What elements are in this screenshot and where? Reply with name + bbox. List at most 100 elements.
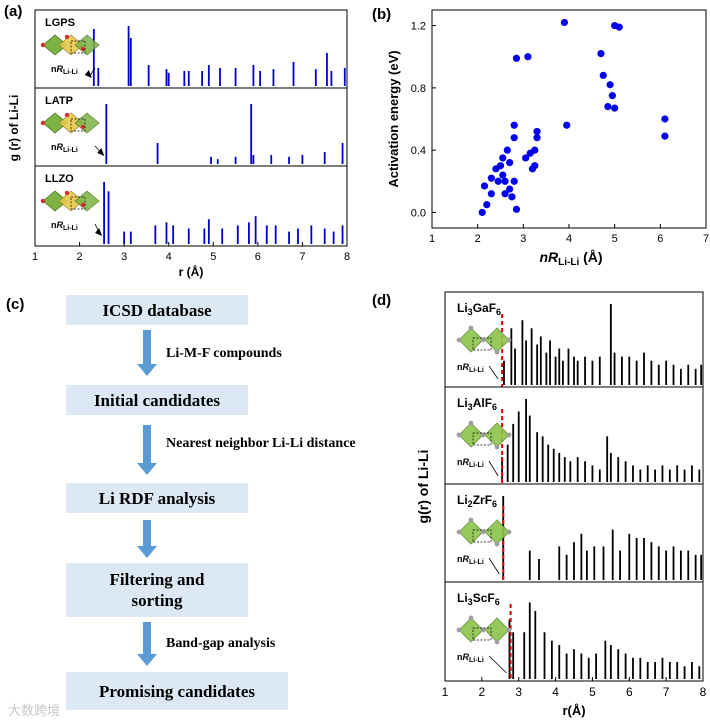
scatter-point — [599, 71, 607, 79]
rdf-peak-latp — [323, 152, 326, 164]
rdf-peak-li3scf6 — [550, 640, 553, 679]
distance-annotation: nRLi-Li — [51, 64, 78, 76]
rdf-peak-li3scf6 — [624, 653, 627, 679]
flow-step-icsd: ICSD database — [66, 295, 248, 325]
rdf-peak-li3gaf6 — [530, 328, 533, 385]
rdf-peak-llzo — [207, 219, 210, 244]
rdf-peak-li3alf6 — [632, 465, 634, 482]
rdf-peak-li3scf6 — [528, 602, 531, 679]
rdf-peak-li2zrf6 — [643, 538, 645, 580]
rdf-peak-lgps — [201, 71, 204, 86]
rdf-peak-li3gaf6 — [521, 320, 524, 385]
x-tick-label: 6 — [255, 251, 261, 263]
rdf-peak-llzo — [221, 228, 224, 244]
crystal-structure-illustration — [456, 325, 512, 355]
x-tick-label: 2 — [475, 233, 481, 245]
scatter-point — [608, 92, 616, 100]
x-tick-label: 3 — [515, 685, 522, 699]
rdf-peak-lgps — [234, 68, 237, 86]
crystal-structure-illustration — [456, 615, 512, 645]
rdf-peak-li3gaf6 — [650, 360, 653, 385]
rdf-peak-li3alf6 — [528, 415, 531, 482]
rdf-peak-li3scf6 — [508, 619, 511, 679]
x-tick-label: 8 — [700, 685, 707, 699]
y-tick-label: 1.2 — [411, 21, 426, 33]
scatter-point — [524, 53, 532, 61]
rdf-peak-llzo — [107, 191, 110, 244]
rdf-peak-li3alf6 — [617, 457, 620, 482]
rdf-peak-li2zrf6 — [528, 550, 531, 580]
x-tick-label: 7 — [703, 233, 709, 245]
rdf-peak-li3gaf6 — [591, 360, 594, 385]
rdf-peak-li2zrf6 — [611, 529, 614, 580]
y-axis-label: g(r) of Li-Li — [415, 450, 431, 524]
rdf-peak-li2zrf6 — [657, 546, 660, 580]
rdf-peak-latp — [288, 156, 290, 164]
crystal-structure-illustration — [456, 420, 512, 450]
x-tick-label: 5 — [210, 251, 216, 263]
rdf-peak-li2zrf6 — [580, 533, 583, 580]
rdf-peak-li3scf6 — [683, 666, 686, 679]
scatter-point — [510, 134, 518, 142]
rdf-peak-li3alf6 — [676, 465, 679, 482]
rdf-peak-li2zrf6 — [635, 538, 638, 580]
x-tick-label: 5 — [589, 685, 596, 699]
rdf-peak-li3alf6 — [646, 465, 649, 482]
rdf-peak-lgps — [147, 65, 150, 86]
rdf-peak-li3scf6 — [580, 653, 583, 679]
scatter-point — [615, 23, 623, 31]
x-tick-label: 1 — [32, 251, 38, 263]
rdf-peak-lgps — [92, 29, 95, 86]
rdf-peak-li2zrf6 — [565, 554, 568, 580]
rdf-peak-li3alf6 — [598, 469, 601, 482]
scatter-point — [499, 171, 507, 179]
rdf-peak-lgps — [314, 69, 317, 86]
rdf-peak-li3gaf6 — [525, 340, 527, 385]
rdf-peak-latp — [216, 159, 219, 164]
rdf-peak-llzo — [187, 228, 190, 244]
rdf-peak-llzo — [310, 225, 313, 244]
rdf-peak-li3gaf6 — [621, 356, 623, 385]
x-tick-label: 7 — [299, 251, 305, 263]
rdf-peak-li3alf6 — [547, 444, 550, 482]
scatter-point — [522, 154, 530, 162]
subplot-name-li3gaf6: Li3GaF6 — [457, 301, 501, 317]
x-tick-label: 2 — [479, 685, 486, 699]
rdf-peak-li2zrf6 — [700, 554, 703, 580]
flow-note-1: Li-M-F compounds — [166, 346, 282, 361]
x-tick-label: 3 — [520, 233, 526, 245]
rdf-peak-li3gaf6 — [545, 352, 548, 385]
rdf-peak-li3gaf6 — [584, 356, 586, 385]
rdf-peak-li3scf6 — [654, 662, 656, 679]
rdf-peak-li2zrf6 — [665, 550, 668, 580]
panel-label-a: (a) — [4, 3, 23, 20]
rdf-peak-li2zrf6 — [628, 533, 631, 580]
rdf-peak-li3gaf6 — [665, 360, 668, 385]
rdf-peak-li3alf6 — [569, 461, 572, 482]
rdf-peak-lgps — [292, 62, 295, 86]
distance-annotation: nRLi-Li — [457, 554, 484, 566]
rdf-peak-li3gaf6 — [576, 360, 579, 385]
x-tick-label: 4 — [566, 233, 572, 245]
rdf-peak-li3scf6 — [573, 649, 575, 679]
flow-note-4: Band-gap analysis — [166, 636, 276, 651]
rdf-peak-li3alf6 — [552, 448, 555, 482]
subplot-name-latp: LATP — [45, 95, 73, 107]
scatter-point — [483, 201, 491, 209]
rdf-peak-li3gaf6 — [679, 368, 682, 385]
rdf-peak-li3gaf6 — [554, 356, 557, 385]
x-tick-label: 7 — [663, 685, 670, 699]
rdf-peak-li3scf6 — [639, 657, 642, 679]
rdf-peak-li3scf6 — [587, 657, 590, 679]
rdf-peak-li3alf6 — [584, 461, 586, 482]
y-tick-label: 0.4 — [411, 145, 426, 157]
scatter-point — [604, 102, 612, 111]
rdf-peak-li3gaf6 — [562, 360, 564, 385]
flow-step-initial: Initial candidates — [66, 385, 248, 415]
scatter-point — [506, 185, 514, 193]
rdf-peak-li3alf6 — [541, 436, 544, 482]
crystal-structure-illustration — [40, 112, 100, 134]
subplot-name-lgps: LGPS — [45, 17, 75, 29]
rdf-peak-li3alf6 — [668, 469, 671, 482]
